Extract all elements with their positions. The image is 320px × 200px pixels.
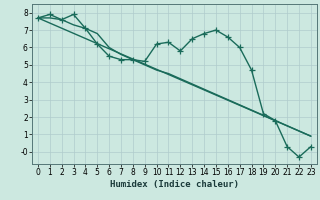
X-axis label: Humidex (Indice chaleur): Humidex (Indice chaleur): [110, 180, 239, 189]
